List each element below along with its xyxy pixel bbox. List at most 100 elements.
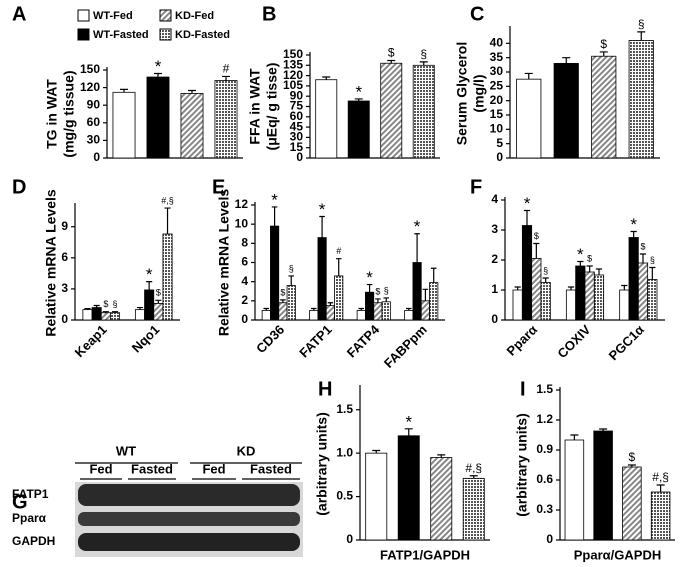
annotation: § bbox=[650, 255, 655, 265]
x-tick-label: PGC1α bbox=[606, 322, 647, 363]
annotation: $ bbox=[600, 37, 607, 51]
annotation: * bbox=[630, 215, 637, 234]
y-tick-label: 0.6 bbox=[536, 472, 553, 486]
annotation: * bbox=[405, 412, 412, 431]
y-tick-label: 75 bbox=[290, 99, 304, 113]
annotation: * bbox=[414, 217, 421, 236]
error-bar bbox=[280, 299, 286, 303]
annotation: § bbox=[289, 263, 294, 273]
panel-label: C bbox=[470, 3, 484, 25]
bar bbox=[180, 93, 204, 159]
y-axis-label: Serum Glycerol bbox=[454, 42, 470, 146]
error-bar bbox=[567, 286, 575, 290]
error-bar bbox=[523, 209, 531, 226]
error-bar bbox=[562, 57, 571, 64]
bar bbox=[540, 282, 551, 321]
error-bar bbox=[649, 266, 656, 280]
y-tick-label: 0.9 bbox=[536, 442, 553, 456]
error-bar bbox=[387, 59, 396, 64]
bar bbox=[144, 289, 155, 321]
bar bbox=[531, 258, 542, 321]
y-tick-label: 9 bbox=[61, 219, 68, 233]
blot-row: Pparα bbox=[12, 511, 47, 525]
bar bbox=[317, 237, 327, 321]
error-bar bbox=[188, 89, 196, 94]
y-tick-label: 5 bbox=[496, 136, 503, 150]
y-tick-label: 150 bbox=[283, 47, 303, 61]
error-bar bbox=[146, 281, 153, 290]
error-bar bbox=[136, 306, 144, 310]
bar bbox=[628, 40, 654, 159]
error-bar bbox=[419, 61, 428, 66]
x-tick-label: COXIV bbox=[554, 322, 593, 361]
y-tick-label: 60 bbox=[87, 115, 101, 129]
bar bbox=[325, 305, 335, 321]
error-bar bbox=[639, 253, 647, 263]
y-tick-label: 20 bbox=[490, 93, 504, 107]
y-tick-label: 0 bbox=[93, 150, 100, 164]
panel-label: H bbox=[318, 378, 332, 400]
legend-swatch bbox=[159, 28, 172, 41]
y-axis-label: Relative mRNA Levels bbox=[43, 189, 59, 337]
annotation: # bbox=[223, 62, 230, 76]
y-tick-label: 0.3 bbox=[536, 502, 553, 516]
y-tick-label: 25 bbox=[490, 79, 504, 93]
bar bbox=[356, 310, 366, 321]
y-tick-label: 0 bbox=[296, 150, 303, 164]
y-tick-label: 90 bbox=[87, 97, 101, 111]
bar bbox=[100, 312, 111, 321]
legend: WT-Fed KD-Fed WT-Fasted KD-Fasted bbox=[77, 9, 230, 41]
bar bbox=[347, 100, 370, 159]
bar bbox=[637, 262, 649, 321]
bar bbox=[270, 225, 280, 321]
error-bar bbox=[430, 267, 437, 283]
bar bbox=[153, 303, 164, 321]
error-bar bbox=[570, 434, 579, 440]
bar bbox=[564, 439, 585, 541]
bar bbox=[412, 262, 422, 321]
error-bar bbox=[288, 275, 294, 286]
y-tick-label: 150 bbox=[80, 62, 100, 76]
x-tick-label: FATP4 bbox=[344, 321, 383, 360]
bar bbox=[146, 76, 170, 159]
bar bbox=[397, 435, 420, 541]
bar bbox=[430, 457, 453, 541]
bar bbox=[622, 466, 642, 541]
bar bbox=[591, 55, 617, 159]
bar bbox=[82, 309, 93, 321]
error-bar bbox=[599, 51, 608, 57]
y-tick-label: 6 bbox=[61, 250, 68, 264]
bar bbox=[365, 291, 375, 321]
y-axis-label: (arbitrary units) bbox=[314, 412, 330, 515]
error-bar bbox=[154, 72, 162, 78]
x-tick-label: Pparα bbox=[504, 322, 541, 359]
annotation: * bbox=[355, 82, 362, 101]
error-bar bbox=[627, 464, 636, 467]
x-axis-label: FATP1/GAPDH bbox=[380, 547, 470, 562]
annotation: #,§ bbox=[161, 195, 174, 205]
y-tick-label: 1.5 bbox=[536, 382, 553, 396]
error-bar bbox=[322, 76, 331, 80]
error-bar bbox=[271, 206, 278, 227]
blot-row: FATP1 bbox=[12, 487, 49, 501]
bar bbox=[365, 452, 388, 541]
legend-label: WT-Fed bbox=[93, 10, 133, 22]
y-tick-label: 0 bbox=[496, 150, 503, 164]
annotation: #,§ bbox=[465, 461, 482, 475]
annotation: * bbox=[271, 190, 278, 209]
error-bar bbox=[437, 454, 446, 458]
annotation: * bbox=[155, 57, 162, 76]
panel-label: F bbox=[470, 176, 482, 198]
x-tick-label: FABPpm bbox=[381, 322, 430, 371]
legend-swatch bbox=[159, 9, 172, 22]
blot-condition: Fasted bbox=[250, 461, 292, 476]
y-tick-label: 15 bbox=[290, 140, 304, 154]
annotation: * bbox=[146, 265, 153, 284]
error-bar bbox=[111, 311, 119, 313]
y-tick-label: 30 bbox=[290, 130, 304, 144]
y-tick-label: 6 bbox=[241, 255, 248, 269]
panel-label: B bbox=[262, 3, 276, 25]
y-tick-label: 10 bbox=[235, 216, 249, 230]
error-bar bbox=[93, 304, 100, 308]
